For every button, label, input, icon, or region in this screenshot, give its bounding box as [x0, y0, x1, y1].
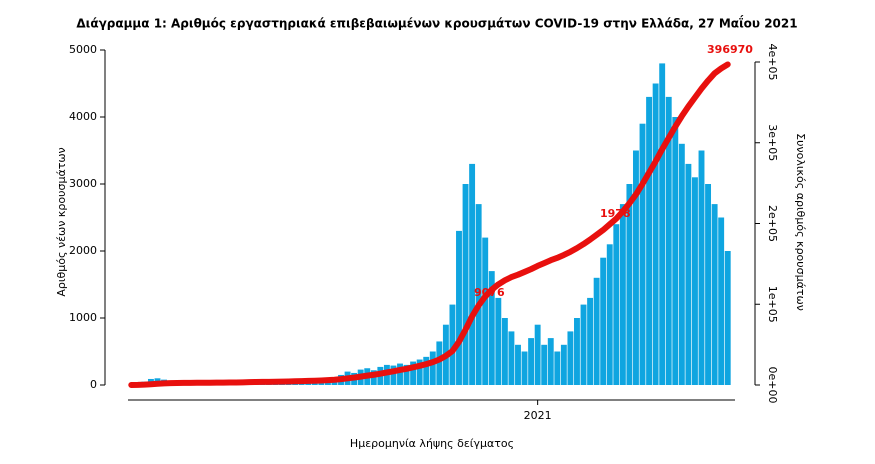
x-axis-label: Ημερομηνία λήψης δείγματος [350, 437, 514, 450]
bar [593, 277, 600, 385]
bar [521, 351, 528, 385]
bar [698, 150, 705, 385]
bar [659, 63, 666, 386]
y-tick-label: 2000 [69, 244, 97, 257]
y2-tick-label: 0e+00 [766, 367, 779, 404]
bar [547, 338, 554, 385]
bar [574, 318, 580, 385]
bar [410, 361, 417, 385]
annotation: 396970 [707, 43, 753, 56]
bar [515, 344, 521, 385]
y-tick-label: 0 [90, 378, 97, 391]
bar [711, 204, 718, 385]
bar [475, 204, 482, 385]
y-tick-label: 1000 [69, 311, 97, 324]
bar [449, 304, 456, 385]
bar [541, 344, 548, 385]
bar [429, 351, 436, 385]
line [128, 61, 731, 388]
bar [665, 96, 672, 386]
bar [488, 271, 495, 385]
bar [626, 184, 633, 385]
bar [619, 204, 626, 385]
bar [397, 363, 403, 385]
annotation: 9076 [474, 286, 505, 299]
y2-axis-label: Συνολικός αριθμός κρουσμάτων [794, 133, 807, 311]
bar [652, 83, 659, 385]
bar [560, 344, 567, 385]
bar [606, 244, 613, 385]
bar [692, 177, 698, 385]
y-tick-label: 3000 [69, 177, 97, 190]
bar [508, 331, 515, 385]
bar [436, 341, 443, 385]
bar [580, 304, 587, 385]
y-tick-label: 4000 [69, 110, 97, 123]
bar [705, 184, 712, 385]
y2-tick-label: 4e+05 [766, 44, 779, 81]
bar [528, 338, 535, 385]
bar [587, 297, 594, 385]
bar [501, 318, 508, 385]
bar [685, 163, 692, 385]
annotation: 1978 [600, 207, 631, 220]
bar [423, 356, 430, 385]
bar [633, 150, 639, 385]
bar [646, 96, 653, 386]
bar [567, 331, 574, 385]
bar [718, 217, 725, 385]
bar [554, 351, 561, 385]
y2-tick-label: 2e+05 [766, 205, 779, 242]
bar [639, 123, 646, 385]
y2-tick-label: 1e+05 [766, 286, 779, 323]
chart-title: Διάγραμμα 1: Αριθμός εργαστηριακά επιβεβ… [76, 15, 797, 31]
bar [678, 143, 685, 385]
bar [495, 297, 502, 385]
y-tick-label: 5000 [69, 43, 97, 56]
bar [482, 237, 489, 385]
bar [672, 117, 679, 385]
y2-tick-label: 3e+05 [766, 124, 779, 161]
bar [469, 163, 476, 385]
bar [416, 359, 423, 385]
bar [456, 230, 462, 385]
bar [600, 257, 607, 385]
y-axis-label: Αριθμός νέων κρουσμάτων [55, 147, 68, 296]
bar [534, 324, 541, 385]
bar [613, 224, 620, 385]
bar [462, 184, 469, 385]
bar [403, 364, 410, 385]
x-tick-label: 2021 [524, 409, 552, 422]
bar [390, 365, 397, 385]
bar [724, 251, 731, 385]
